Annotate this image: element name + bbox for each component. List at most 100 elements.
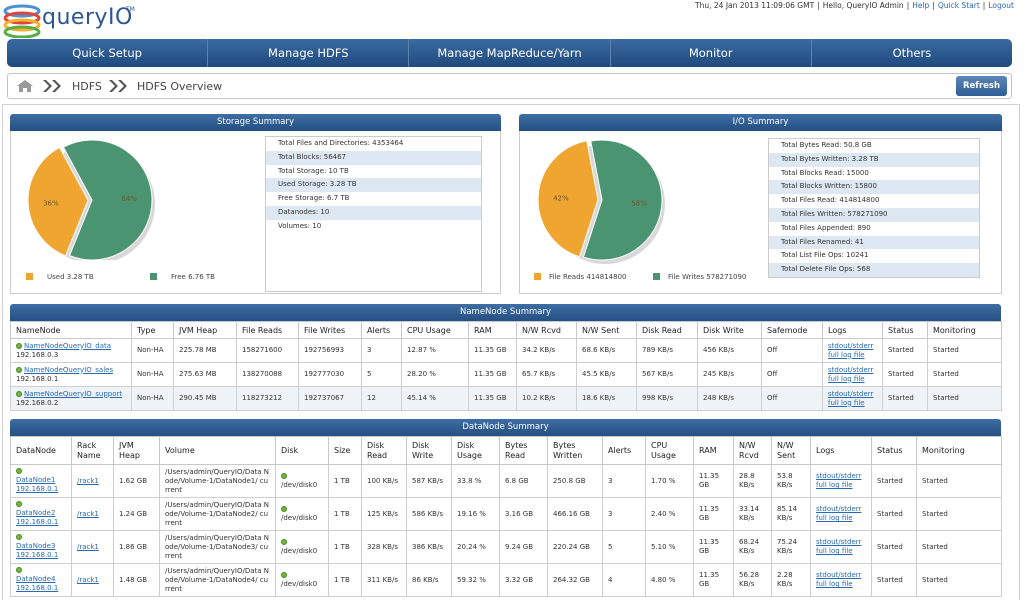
- io-stats-list: Total Bytes Read: 50.8 GB Total Bytes Wri…: [768, 138, 980, 278]
- column-header[interactable]: Safemode: [761, 321, 823, 339]
- disk-cell: /dev/disk0: [275, 530, 329, 564]
- column-header[interactable]: DataNode: [10, 436, 72, 465]
- column-header[interactable]: Disk: [275, 436, 329, 465]
- rack-link[interactable]: /rack1: [77, 476, 99, 485]
- rack-cell: /rack1: [71, 497, 114, 531]
- logout-link[interactable]: Logout: [988, 1, 1014, 10]
- datanode-link[interactable]: DataNode3: [16, 542, 56, 550]
- nav-others[interactable]: Others: [892, 46, 932, 60]
- table-cell: 3: [361, 338, 402, 363]
- table-cell: 1 TB: [328, 497, 362, 531]
- column-header[interactable]: Disk Usage: [451, 436, 500, 465]
- full-log-link[interactable]: full log file: [828, 374, 865, 383]
- datanode-link[interactable]: DataNode4: [16, 575, 56, 583]
- column-header[interactable]: Monitoring: [916, 436, 1002, 465]
- column-header[interactable]: Rack Name: [71, 436, 114, 465]
- table-cell: 248 KB/s: [697, 386, 762, 411]
- stdout-link[interactable]: stdout/stderr: [828, 341, 874, 350]
- column-header[interactable]: RAM: [468, 321, 517, 339]
- rack-link[interactable]: /rack1: [77, 542, 99, 551]
- full-log-link[interactable]: full log file: [816, 547, 853, 555]
- column-header[interactable]: Status: [882, 321, 928, 339]
- column-header[interactable]: Type: [131, 321, 174, 339]
- pie-slice-label: 58%: [631, 199, 647, 207]
- column-header[interactable]: File Reads: [236, 321, 299, 339]
- datanode-row: DataNode3 192.168.0.1/rack1 1.86 GB/Users/…: [10, 530, 1002, 564]
- table-cell: 75.24 KB/s: [771, 530, 811, 564]
- column-header[interactable]: N/W Rcvd: [516, 321, 577, 339]
- datanode-ip-link[interactable]: 192.168.0.1: [16, 584, 59, 592]
- namenode-summary-title: NameNode Summary: [10, 304, 1001, 321]
- nav-manage-mapreduce[interactable]: Manage MapReduce/Yarn: [409, 39, 611, 67]
- reads-swatch: [534, 273, 541, 280]
- namenode-link[interactable]: NameNodeQueryIO_sales: [24, 365, 114, 374]
- column-header[interactable]: Alerts: [361, 321, 402, 339]
- column-header[interactable]: Bytes Written: [547, 436, 603, 465]
- column-header[interactable]: Bytes Read: [499, 436, 548, 465]
- full-log-link[interactable]: full log file: [828, 350, 865, 359]
- column-header[interactable]: Disk Write: [406, 436, 452, 465]
- datanode-ip-link[interactable]: 192.168.0.1: [16, 518, 59, 526]
- column-header[interactable]: Status: [871, 436, 917, 465]
- column-header[interactable]: Monitoring: [927, 321, 1002, 339]
- datanode-cell: DataNode2 192.168.0.1: [10, 497, 72, 531]
- rack-link[interactable]: /rack1: [77, 575, 99, 584]
- column-header[interactable]: Disk Write: [697, 321, 762, 339]
- stdout-link[interactable]: stdout/stderr: [828, 365, 874, 374]
- breadcrumb-hdfs[interactable]: HDFS: [72, 80, 102, 93]
- nav-quick-setup[interactable]: Quick Setup: [7, 39, 209, 67]
- nav-monitor[interactable]: Monitor: [611, 39, 812, 67]
- pie-slice: [28, 146, 89, 257]
- column-header[interactable]: RAM: [693, 436, 734, 465]
- stdout-link[interactable]: stdout/stderr: [816, 472, 862, 480]
- table-cell: 1.62 GB: [113, 464, 160, 498]
- namenode-link[interactable]: NameNodeQueryIO_data: [24, 341, 112, 350]
- column-header[interactable]: N/W Sent: [771, 436, 811, 465]
- stdout-link[interactable]: stdout/stderr: [816, 571, 862, 579]
- column-header[interactable]: NameNode: [10, 321, 132, 339]
- storage-legend-used: Used 3.28 TB: [26, 273, 94, 281]
- table-cell: 3.32 GB: [499, 563, 548, 597]
- stdout-link[interactable]: stdout/stderr: [816, 505, 862, 513]
- datetime: Thu, 24 Jan 2013 11:09:06 GMT: [695, 1, 815, 10]
- column-header[interactable]: N/W Rcvd: [733, 436, 772, 465]
- nav-manage-hdfs[interactable]: Manage HDFS: [208, 39, 410, 67]
- column-header[interactable]: CPU Usage: [645, 436, 694, 465]
- table-cell: 12.87 %: [401, 338, 469, 363]
- full-log-link[interactable]: full log file: [828, 398, 865, 407]
- namenode-link[interactable]: NameNodeQueryIO_support: [24, 389, 123, 398]
- table-cell: 586 KB/s: [406, 497, 452, 531]
- full-log-link[interactable]: full log file: [816, 580, 853, 588]
- stdout-link[interactable]: stdout/stderr: [816, 538, 862, 546]
- datanode-link[interactable]: DataNode2: [16, 509, 56, 517]
- column-header[interactable]: N/W Sent: [576, 321, 637, 339]
- datanode-link[interactable]: DataNode1: [16, 476, 56, 484]
- column-header[interactable]: File Writes: [298, 321, 362, 339]
- column-header[interactable]: Disk Read: [636, 321, 698, 339]
- datanode-ip-link[interactable]: 192.168.0.1: [16, 551, 59, 559]
- volume-cell: /Users/admin/QueryIO/Data Node/Volume-1/…: [159, 563, 276, 597]
- column-header[interactable]: Size: [328, 436, 362, 465]
- column-header[interactable]: CPU Usage: [401, 321, 469, 339]
- help-link[interactable]: Help: [912, 1, 930, 10]
- stdout-link[interactable]: stdout/stderr: [828, 389, 874, 398]
- column-header[interactable]: Logs: [810, 436, 872, 465]
- datanode-ip-link[interactable]: 192.168.0.1: [16, 485, 59, 493]
- home-icon[interactable]: [16, 79, 34, 93]
- column-header[interactable]: Logs: [822, 321, 883, 339]
- namenode-ip: 192.168.0.1: [16, 374, 59, 383]
- column-header[interactable]: Volume: [159, 436, 276, 465]
- refresh-button[interactable]: Refresh: [956, 76, 1007, 96]
- column-header[interactable]: JVM Heap: [173, 321, 237, 339]
- main-nav: Quick Setup Manage HDFS Manage MapReduce…: [7, 39, 1012, 67]
- column-header[interactable]: JVM Heap: [113, 436, 160, 465]
- content-frame: [2, 104, 1020, 600]
- full-log-link[interactable]: full log file: [816, 481, 853, 489]
- column-header[interactable]: Disk Read: [361, 436, 407, 465]
- rack-link[interactable]: /rack1: [77, 509, 99, 518]
- status-cell: Started: [882, 338, 928, 363]
- full-log-link[interactable]: full log file: [816, 514, 853, 522]
- quick-start-link[interactable]: Quick Start: [937, 1, 980, 10]
- table-cell: 456 KB/s: [697, 338, 762, 363]
- column-header[interactable]: Alerts: [602, 436, 646, 465]
